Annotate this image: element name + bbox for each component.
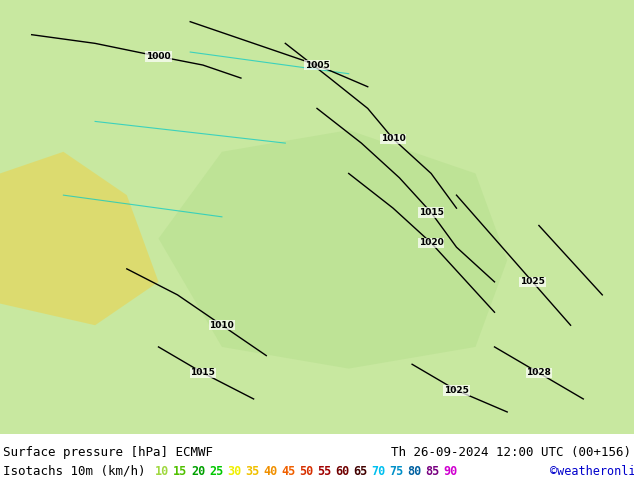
Text: 90: 90 <box>443 465 457 478</box>
Text: Surface pressure [hPa] ECMWF: Surface pressure [hPa] ECMWF <box>3 446 213 459</box>
Text: Isotachs 10m (km/h): Isotachs 10m (km/h) <box>3 465 145 478</box>
Text: 85: 85 <box>425 465 439 478</box>
Text: 1010: 1010 <box>209 321 235 330</box>
Text: 35: 35 <box>245 465 259 478</box>
Text: 20: 20 <box>191 465 205 478</box>
Text: 75: 75 <box>389 465 403 478</box>
Text: 30: 30 <box>227 465 242 478</box>
Text: 1010: 1010 <box>380 134 406 143</box>
Text: 10: 10 <box>155 465 169 478</box>
Text: ©weatheronline.co.uk: ©weatheronline.co.uk <box>550 465 634 478</box>
Text: 60: 60 <box>335 465 349 478</box>
Text: 45: 45 <box>281 465 295 478</box>
Text: Th 26-09-2024 12:00 UTC (00+156): Th 26-09-2024 12:00 UTC (00+156) <box>391 446 631 459</box>
Text: 1005: 1005 <box>304 61 330 70</box>
Text: 1000: 1000 <box>146 52 171 61</box>
Text: 1020: 1020 <box>418 238 444 247</box>
Text: 70: 70 <box>371 465 385 478</box>
Text: 40: 40 <box>263 465 277 478</box>
Text: 65: 65 <box>353 465 367 478</box>
Text: 80: 80 <box>407 465 421 478</box>
Text: 1025: 1025 <box>520 277 545 286</box>
Text: 1028: 1028 <box>526 368 552 377</box>
Polygon shape <box>158 130 507 368</box>
Polygon shape <box>0 152 158 325</box>
Text: 1015: 1015 <box>418 208 444 217</box>
Text: 15: 15 <box>173 465 187 478</box>
Text: 1015: 1015 <box>190 368 216 377</box>
Text: 25: 25 <box>209 465 223 478</box>
Text: 1025: 1025 <box>444 386 469 395</box>
Text: 55: 55 <box>317 465 331 478</box>
Text: 50: 50 <box>299 465 313 478</box>
